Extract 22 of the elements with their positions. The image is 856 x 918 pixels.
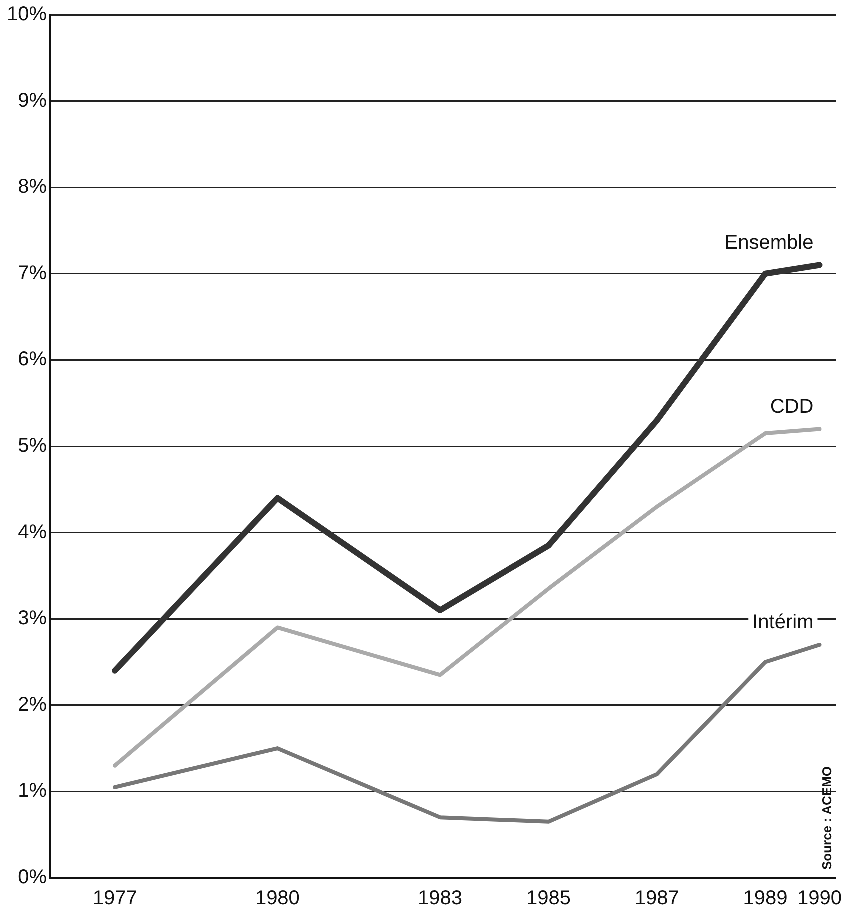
series-label: Intérim <box>752 612 814 634</box>
y-tick-label: 1% <box>18 780 48 802</box>
y-tick-label: 7% <box>18 262 48 284</box>
y-tick-label: 4% <box>18 521 48 544</box>
x-tick-label: 1990 <box>797 888 842 910</box>
y-tick-label: 9% <box>18 90 48 112</box>
y-tick-label: 8% <box>18 176 48 198</box>
y-tick-label: 3% <box>18 608 48 630</box>
y-tick-label: 6% <box>18 348 48 371</box>
x-tick-label: 1987 <box>634 888 680 910</box>
series-label: CDD <box>770 396 814 418</box>
y-tick-label: 5% <box>18 435 48 458</box>
annotation: Source : ACEMO <box>820 766 835 870</box>
y-tick-label: 0% <box>18 866 48 889</box>
x-tick-label: 1985 <box>526 888 571 910</box>
x-tick-label: 1989 <box>743 888 788 910</box>
y-tick-label: 2% <box>18 694 48 716</box>
x-tick-label: 1983 <box>418 888 463 910</box>
x-tick-label: 1980 <box>255 888 300 910</box>
y-tick-label: 10% <box>7 4 48 26</box>
x-tick-label: 1977 <box>92 888 138 910</box>
series-label: Ensemble <box>724 232 814 254</box>
